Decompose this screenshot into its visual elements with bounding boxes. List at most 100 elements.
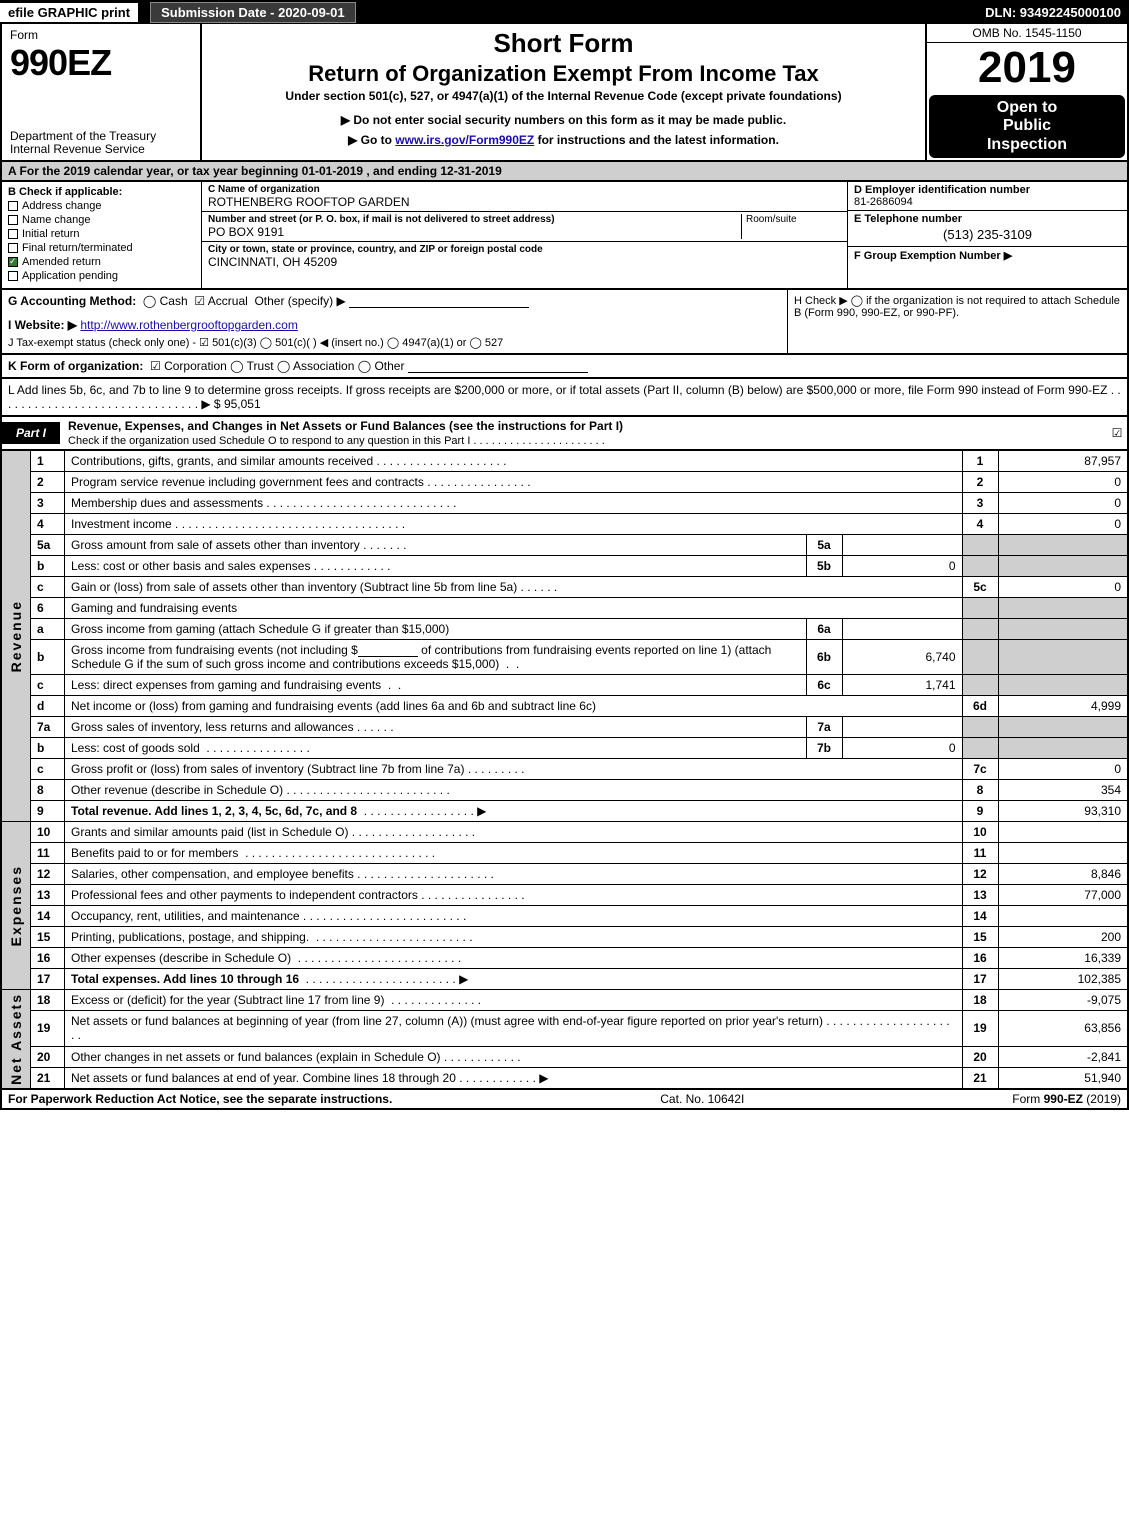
chk-initial-return[interactable]: Initial return <box>8 228 195 240</box>
line-num: a <box>31 619 65 640</box>
table-row: Expenses 10 Grants and similar amounts p… <box>1 822 1128 843</box>
submission-date-button[interactable]: Submission Date - 2020-09-01 <box>150 2 356 23</box>
chk-final-return[interactable]: Final return/terminated <box>8 242 195 254</box>
line-desc: Gaming and fundraising events <box>71 601 237 615</box>
chk-address-change[interactable]: Address change <box>8 200 195 212</box>
table-row: 15 Printing, publications, postage, and … <box>1 927 1128 948</box>
line-desc: Other expenses (describe in Schedule O) <box>71 951 291 965</box>
chk-application-pending[interactable]: Application pending <box>8 270 195 282</box>
dept-treasury: Department of the Treasury <box>10 130 192 143</box>
g-label: G Accounting Method: <box>8 294 136 308</box>
omb-number: OMB No. 1545-1150 <box>927 24 1127 43</box>
table-row: 8 Other revenue (describe in Schedule O)… <box>1 780 1128 801</box>
sub-val <box>842 717 962 738</box>
page-footer: For Paperwork Reduction Act Notice, see … <box>0 1090 1129 1110</box>
header-left: Form 990EZ Department of the Treasury In… <box>2 24 202 160</box>
k-opts: ☑ Corporation ◯ Trust ◯ Association ◯ Ot… <box>150 359 404 373</box>
line-amount <box>998 843 1128 864</box>
table-row: 14 Occupancy, rent, utilities, and maint… <box>1 906 1128 927</box>
ein-row: D Employer identification number 81-2686… <box>848 182 1127 211</box>
org-name: ROTHENBERG ROOFTOP GARDEN <box>208 195 841 209</box>
line-desc: Gain or (loss) from sale of assets other… <box>71 580 517 594</box>
line-col: 14 <box>962 906 998 927</box>
website-link[interactable]: http://www.rothenbergrooftopgarden.com <box>80 318 297 332</box>
line-num: 13 <box>31 885 65 906</box>
phone-row: E Telephone number (513) 235-3109 <box>848 211 1127 247</box>
line-amount: 0 <box>998 493 1128 514</box>
sub-val <box>842 619 962 640</box>
line-col: 17 <box>962 969 998 990</box>
line-num: c <box>31 577 65 598</box>
line-amount-shaded <box>998 598 1128 619</box>
checkbox-icon <box>8 201 18 211</box>
k-other-blank[interactable] <box>408 359 588 373</box>
part-i-title: Revenue, Expenses, and Changes in Net As… <box>68 419 623 433</box>
line-num: 16 <box>31 948 65 969</box>
open-line3: Inspection <box>933 136 1121 154</box>
line-col-shaded <box>962 598 998 619</box>
table-row: a Gross income from gaming (attach Sched… <box>1 619 1128 640</box>
line-desc: Grants and similar amounts paid (list in… <box>71 825 348 839</box>
line-num: b <box>31 640 65 675</box>
line-num: 7a <box>31 717 65 738</box>
row-g: G Accounting Method: ◯ Cash ☑ Accrual Ot… <box>2 290 787 353</box>
line-col: 7c <box>962 759 998 780</box>
c-label: C Name of organization <box>208 184 841 195</box>
line-col: 16 <box>962 948 998 969</box>
line-amount: 87,957 <box>998 451 1128 472</box>
sched-o-checkbox[interactable]: ☑ <box>1107 426 1127 440</box>
line-amount: 102,385 <box>998 969 1128 990</box>
blank-amount[interactable] <box>358 643 418 657</box>
line-col: 5c <box>962 577 998 598</box>
line-amount-shaded <box>998 675 1128 696</box>
line-col-shaded <box>962 640 998 675</box>
chk-name-change[interactable]: Name change <box>8 214 195 226</box>
line-num: 6 <box>31 598 65 619</box>
line-amount: 16,339 <box>998 948 1128 969</box>
chk-label: Address change <box>22 200 102 212</box>
sub-label: 5b <box>806 556 842 577</box>
section-c: C Name of organization ROTHENBERG ROOFTO… <box>202 182 847 288</box>
goto-link[interactable]: www.irs.gov/Form990EZ <box>395 133 534 147</box>
line-col: 21 <box>962 1067 998 1089</box>
chk-amended-return[interactable]: Amended return <box>8 256 195 268</box>
row-a-tax-year: A For the 2019 calendar year, or tax yea… <box>0 162 1129 182</box>
chk-label: Name change <box>22 214 91 226</box>
open-line1: Open to <box>933 99 1121 117</box>
checkbox-icon <box>8 215 18 225</box>
line-desc: Less: cost or other basis and sales expe… <box>71 559 310 573</box>
line-amount: 63,856 <box>998 1011 1128 1046</box>
sub-label: 7a <box>806 717 842 738</box>
line-amount-shaded <box>998 640 1128 675</box>
line-col: 13 <box>962 885 998 906</box>
line-amount-shaded <box>998 717 1128 738</box>
line-num: 11 <box>31 843 65 864</box>
line-amount: 0 <box>998 472 1128 493</box>
table-row: 9 Total revenue. Add lines 1, 2, 3, 4, 5… <box>1 801 1128 822</box>
g-other-blank[interactable] <box>349 294 529 308</box>
line-num: 3 <box>31 493 65 514</box>
efile-print-button[interactable]: efile GRAPHIC print <box>0 3 138 22</box>
line-col-shaded <box>962 738 998 759</box>
e-label: E Telephone number <box>854 213 1121 225</box>
table-row: 19 Net assets or fund balances at beginn… <box>1 1011 1128 1046</box>
table-row: c Gain or (loss) from sale of assets oth… <box>1 577 1128 598</box>
table-row: 7a Gross sales of inventory, less return… <box>1 717 1128 738</box>
line-desc: Total revenue. Add lines 1, 2, 3, 4, 5c,… <box>71 804 357 818</box>
line-col: 19 <box>962 1011 998 1046</box>
line-desc: Benefits paid to or for members <box>71 846 238 860</box>
sub-val <box>842 535 962 556</box>
line-amount: 0 <box>998 514 1128 535</box>
room-suite: Room/suite <box>741 214 841 239</box>
l-amount: 95,051 <box>224 397 261 411</box>
form-label: Form <box>10 28 192 42</box>
line-desc: Less: direct expenses from gaming and fu… <box>71 678 381 692</box>
goto-post: for instructions and the latest informat… <box>534 133 779 147</box>
address-row: Number and street (or P. O. box, if mail… <box>202 212 847 242</box>
line-num: 9 <box>31 801 65 822</box>
g-cash: Cash <box>160 294 188 308</box>
f-label: F Group Exemption Number ▶ <box>854 250 1012 262</box>
table-row: 21 Net assets or fund balances at end of… <box>1 1067 1128 1089</box>
line-amount-shaded <box>998 738 1128 759</box>
line-col: 8 <box>962 780 998 801</box>
